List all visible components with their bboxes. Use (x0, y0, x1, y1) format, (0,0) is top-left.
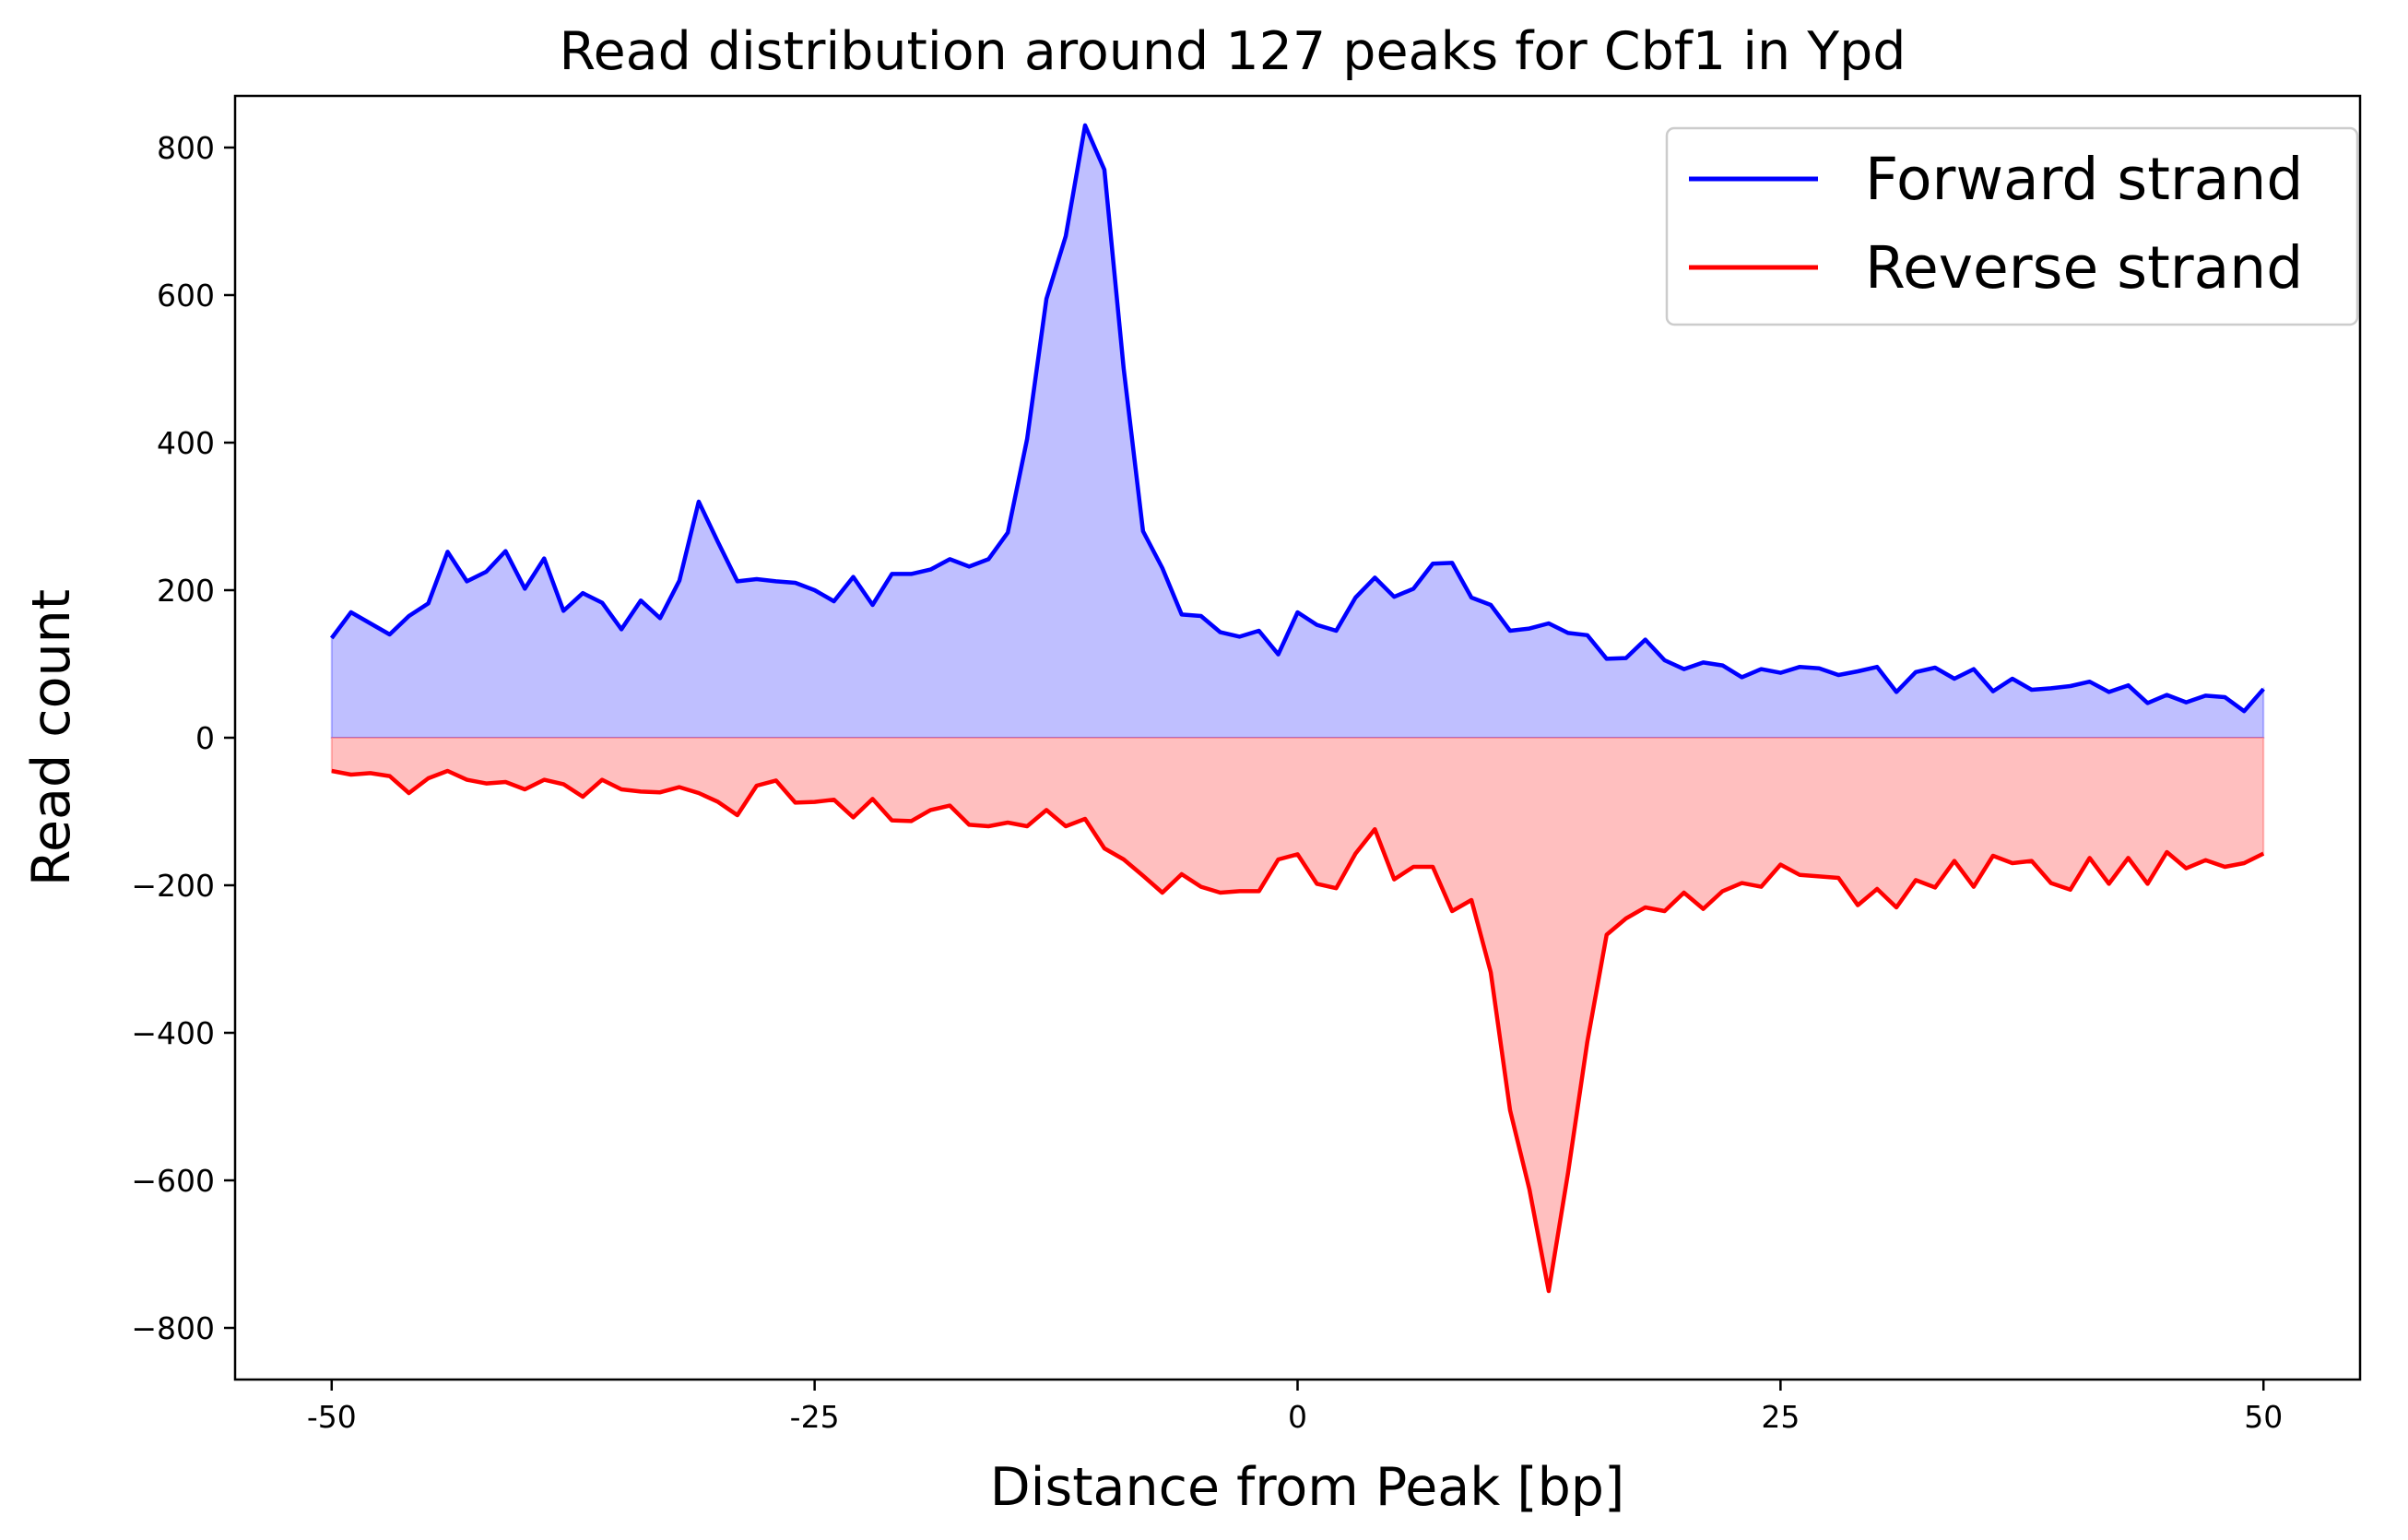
y-tick-label: −600 (131, 1163, 215, 1199)
y-axis: 800 600 400 200 0 −200 −400 −600 −800 (131, 130, 235, 1346)
y-tick-label: 400 (157, 425, 215, 461)
x-axis: -50 -25 0 25 50 (307, 1380, 2283, 1435)
legend-forward-label: Forward strand (1865, 146, 2303, 213)
x-axis-label: Distance from Peak [bp] (990, 1457, 1624, 1518)
y-tick-label: 200 (157, 573, 215, 609)
series-line-0 (329, 123, 2265, 714)
x-tick-label: 0 (1288, 1399, 1307, 1435)
series-line-1 (331, 768, 2265, 1294)
series-fill-1 (330, 737, 2265, 1292)
x-tick-label: -50 (307, 1399, 357, 1435)
x-tick-label: 50 (2244, 1399, 2283, 1435)
y-tick-label: −800 (131, 1310, 215, 1346)
y-tick-label: 800 (157, 130, 215, 166)
chart-title: Read distribution around 127 peaks for C… (560, 21, 1906, 82)
series-lines (329, 123, 2265, 1294)
y-axis-label: Read count (21, 589, 82, 886)
y-tick-label: −200 (131, 868, 215, 904)
y-tick-label: 600 (157, 278, 215, 314)
legend-reverse-label: Reverse strand (1865, 234, 2303, 302)
x-tick-label: -25 (790, 1399, 840, 1435)
y-tick-label: 0 (195, 720, 215, 756)
legend: Forward strand Reverse strand (1665, 126, 2359, 326)
y-tick-label: −400 (131, 1015, 215, 1051)
x-tick-label: 25 (1761, 1399, 1800, 1435)
legend-box (1665, 126, 2359, 326)
